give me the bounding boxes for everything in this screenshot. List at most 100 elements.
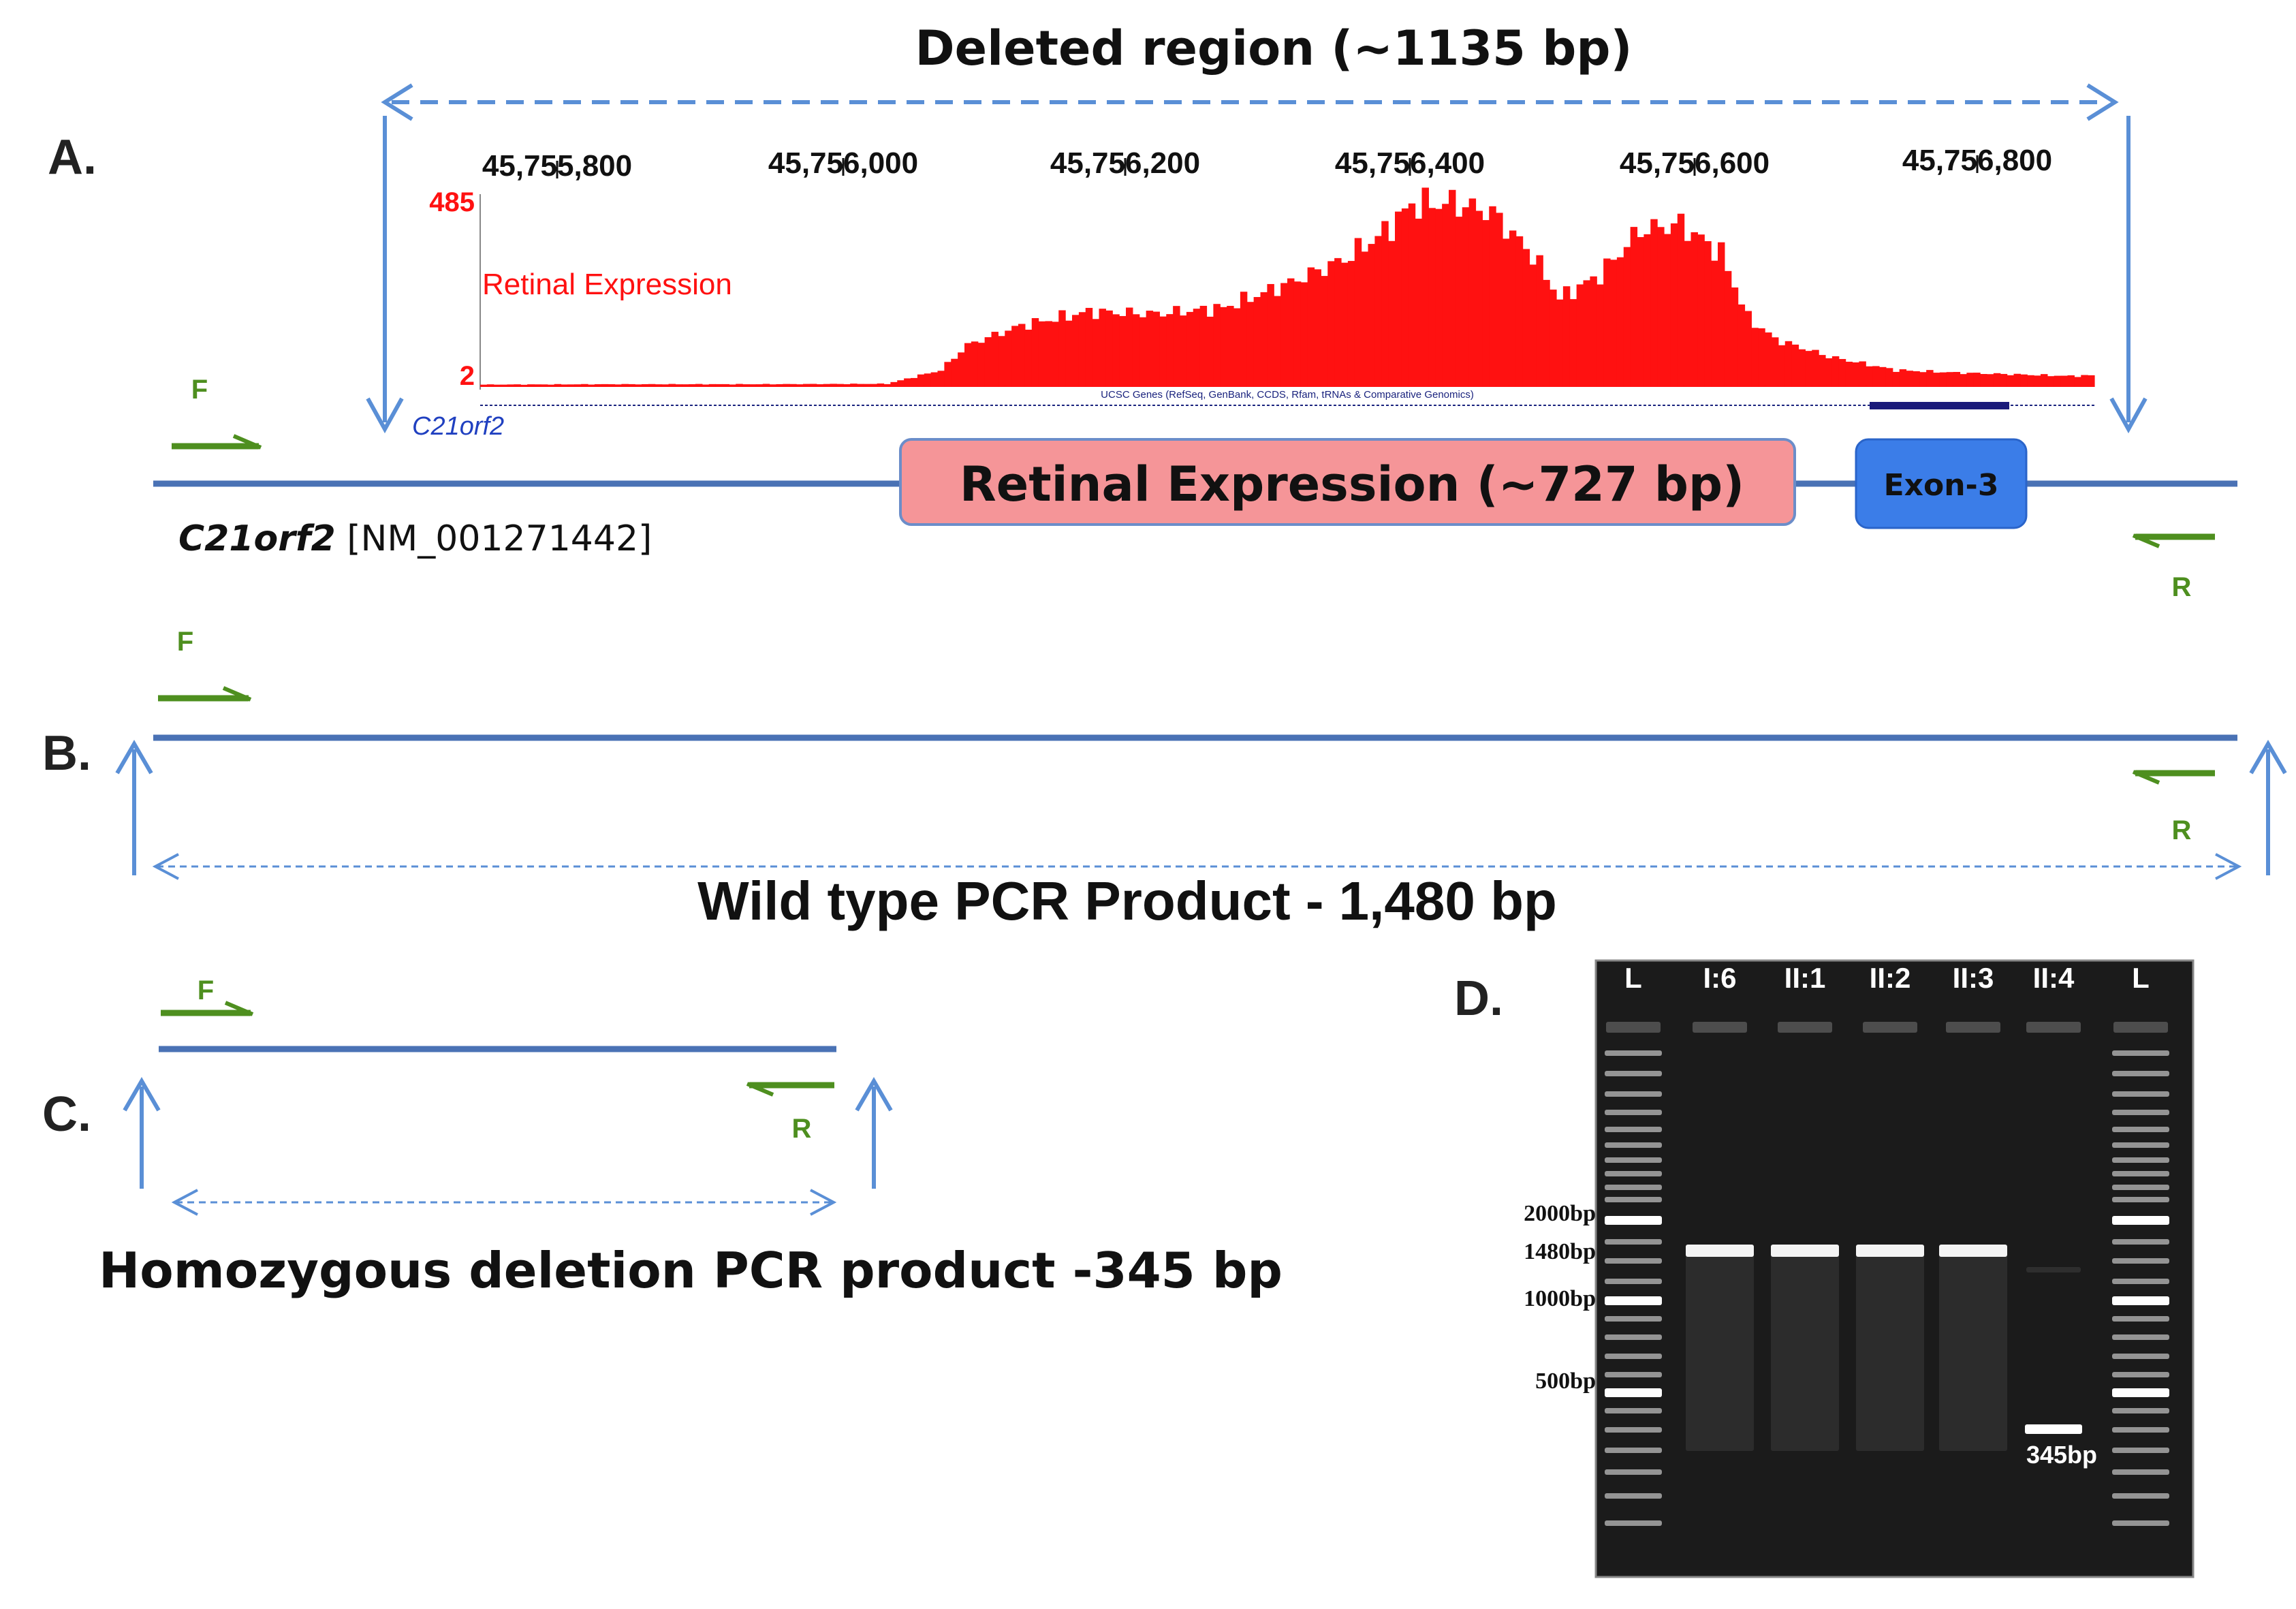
ladder-band <box>2112 1408 2169 1413</box>
ladder-band <box>1605 1171 1662 1176</box>
expression-bar <box>1933 373 1940 387</box>
expression-bar <box>1321 276 1328 387</box>
expression-bar <box>1361 251 1369 387</box>
expression-bar <box>1260 292 1268 387</box>
expression-bar <box>520 384 528 387</box>
expression-bar <box>796 384 804 387</box>
expression-bar <box>1119 315 1127 387</box>
panel-label-b: B. <box>42 726 91 781</box>
expression-bar <box>2047 376 2055 387</box>
gel-smear <box>1939 1247 2007 1451</box>
expression-bar <box>1825 358 1833 387</box>
expression-bar <box>2013 373 2021 387</box>
expression-bar <box>1866 366 1873 387</box>
expression-bar <box>823 384 831 387</box>
ladder-band <box>1605 1091 1662 1097</box>
expression-bar <box>1334 257 1342 387</box>
expression-bar <box>1065 320 1073 387</box>
ladder-band <box>2112 1520 2169 1526</box>
forward-primer <box>158 686 252 702</box>
expression-bar <box>1105 310 1113 387</box>
expression-bar <box>1966 373 1974 387</box>
gel-well <box>1946 1022 2000 1033</box>
expression-bar <box>1072 315 1080 387</box>
expression-bar <box>1401 208 1409 387</box>
expression-bar <box>668 384 676 387</box>
expression-bar <box>991 332 998 387</box>
expression-bar <box>1381 221 1389 387</box>
expression-bar <box>890 381 898 387</box>
expression-bar <box>1468 198 1477 387</box>
expression-bar <box>574 384 582 387</box>
expression-bar <box>1798 349 1806 387</box>
expression-bar <box>1872 366 1880 387</box>
expression-bar <box>1731 287 1739 387</box>
ladder-band <box>2112 1091 2169 1097</box>
expression-bar <box>1677 213 1685 387</box>
expression-bar <box>655 384 663 387</box>
expression-bar <box>769 384 777 387</box>
expression-bar <box>1644 234 1651 387</box>
expression-bar <box>958 352 965 387</box>
primer-f-label: F <box>177 627 193 657</box>
size-markers: 2000bp 1480bp 1000bp 500bp <box>1524 1201 1596 1394</box>
expression-bar <box>1099 309 1106 387</box>
expression-bar <box>715 384 723 387</box>
ladder-band <box>1605 1142 1662 1148</box>
expression-bar <box>2060 375 2069 387</box>
expression-bar <box>1031 318 1039 387</box>
expression-bar <box>904 378 911 387</box>
ladder-band <box>1605 1127 1662 1132</box>
expression-bar <box>1428 208 1436 387</box>
sample-band <box>1856 1245 1924 1257</box>
panel-label-c: C. <box>42 1087 91 1142</box>
ladder-band <box>1605 1050 1662 1056</box>
expression-bar <box>1132 314 1140 387</box>
exon3-label: Exon-3 <box>1884 468 1999 503</box>
expression-bar <box>486 384 494 387</box>
lane-label: L <box>2132 962 2150 994</box>
expression-bar <box>1274 296 1281 387</box>
ladder-band <box>1605 1354 1662 1359</box>
expression-bar <box>1166 314 1174 387</box>
expression-bar <box>937 371 945 387</box>
expression-bar <box>2007 375 2015 387</box>
expression-bar <box>1199 305 1208 387</box>
ladder-band <box>2112 1372 2169 1377</box>
expression-bar <box>1159 316 1167 387</box>
ladder-band <box>2112 1157 2169 1163</box>
ladder-band <box>2112 1493 2169 1499</box>
expression-bar <box>614 384 622 387</box>
expression-bar <box>1112 314 1120 387</box>
expression-bar <box>500 384 508 387</box>
expression-bar <box>736 384 743 387</box>
expression-bar <box>642 384 649 387</box>
expression-bar <box>480 384 488 387</box>
expression-bar <box>1173 306 1180 387</box>
primer-f-label: F <box>198 975 214 1005</box>
expression-bar <box>1293 281 1302 387</box>
expression-bar <box>1711 260 1718 387</box>
expression-bar <box>1819 355 1826 387</box>
marker-label: 1000bp <box>1524 1286 1596 1311</box>
expression-bar <box>1899 369 1907 387</box>
expression-bar <box>621 384 629 387</box>
expression-bar <box>1791 344 1799 387</box>
expression-bar <box>1812 349 1819 387</box>
left-boundary-arrow <box>123 1077 161 1189</box>
expression-bar <box>2041 374 2048 387</box>
track-title: Retinal Expression <box>482 268 732 301</box>
ladder-band <box>1605 1239 1662 1245</box>
sample-band-faint <box>2026 1267 2081 1272</box>
ladder-band <box>2112 1334 2169 1340</box>
expression-bar <box>1462 207 1470 387</box>
ladder-band <box>2112 1050 2169 1056</box>
expression-bar <box>1314 269 1321 387</box>
expression-bar <box>682 384 689 387</box>
expression-bar <box>1287 278 1295 387</box>
right-boundary-arrow <box>855 1077 893 1189</box>
expression-bar <box>1724 270 1732 387</box>
expression-bar <box>836 384 844 387</box>
wild-type-span-arrow <box>152 853 2242 880</box>
